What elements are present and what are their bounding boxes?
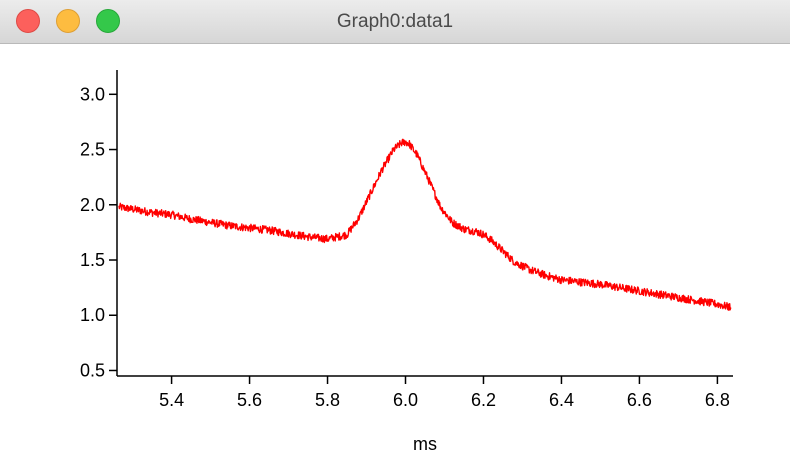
close-window-button[interactable]	[16, 9, 40, 33]
chart-axes: 0.5 1.0 1.5 2.0 2.5 3.0 5.4 5.6 5.8 6.0 6.2 6.4 6.6 6…	[80, 70, 733, 410]
x-tick-label: 6.2	[471, 390, 496, 410]
y-tick-label: 3.0	[80, 84, 105, 104]
x-tick-label: 6.4	[549, 390, 574, 410]
y-tick-label: 1.5	[80, 250, 105, 270]
x-tick-label: 5.8	[315, 390, 340, 410]
x-tick-label: 5.4	[159, 390, 184, 410]
window-title: Graph0:data1	[336, 11, 454, 32]
title-bar[interactable]: Graph0:data1	[0, 0, 790, 44]
chart-series	[118, 138, 732, 311]
x-tick-label: 6.0	[393, 390, 418, 410]
x-tick-label: 6.6	[627, 390, 652, 410]
x-axis-label: ms	[413, 434, 437, 454]
data-series-line	[118, 138, 732, 311]
y-tick-label: 1.0	[80, 305, 105, 325]
y-tick-label: 2.5	[80, 140, 105, 160]
x-tick-label: 5.6	[237, 390, 262, 410]
zoom-window-button[interactable]	[96, 9, 120, 33]
minimize-window-button[interactable]	[56, 9, 80, 33]
line-chart: 0.5 1.0 1.5 2.0 2.5 3.0 5.4 5.6 5.8 6.0 6.2 6.4 6.6 6…	[80, 70, 733, 454]
x-tick-label: 6.8	[705, 390, 730, 410]
y-tick-label: 0.5	[80, 360, 105, 380]
y-tick-label: 2.0	[80, 195, 105, 215]
